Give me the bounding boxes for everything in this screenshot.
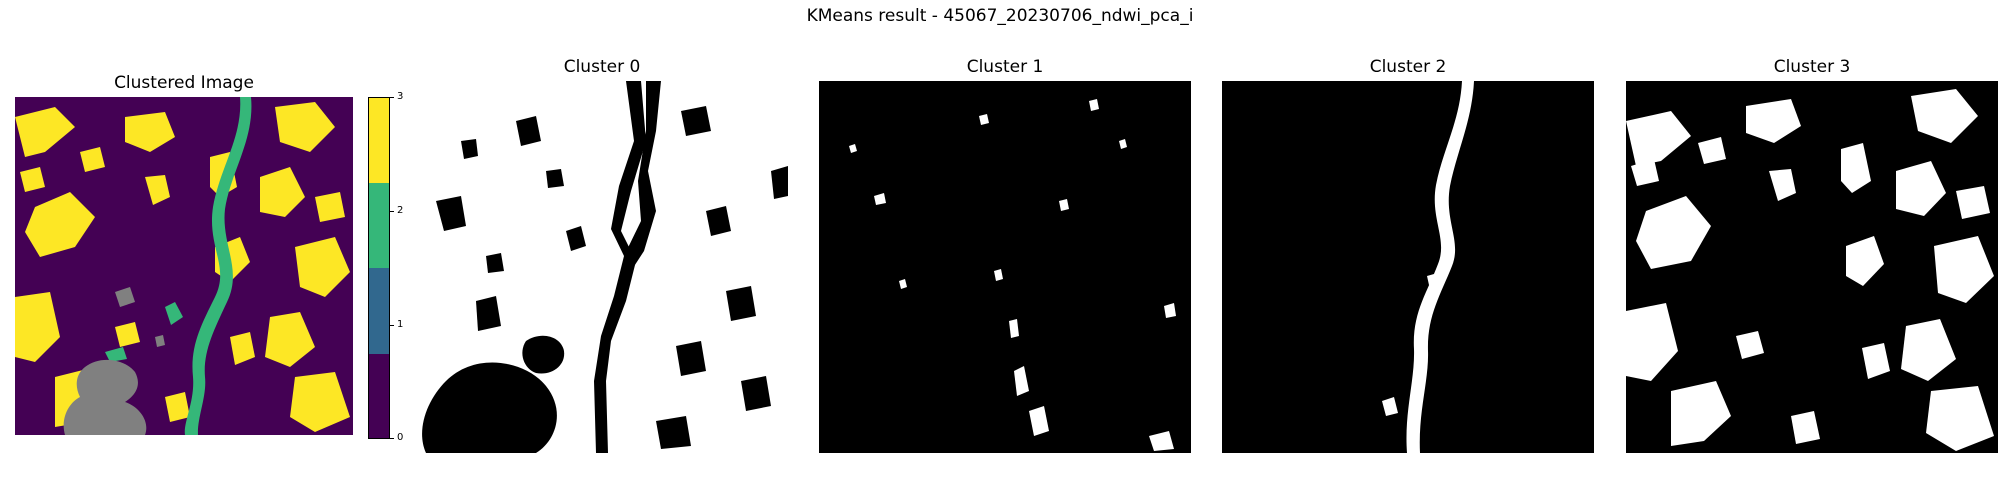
colorbar-segment-1 [368, 268, 390, 354]
colorbar-segment-0 [368, 353, 390, 439]
panel-title-cluster-1: Cluster 1 [966, 57, 1044, 77]
cluster-2-mask [1222, 81, 1594, 453]
panel-title-cluster-0: Cluster 0 [563, 57, 641, 77]
colorbar-tick-label-3: 3 [397, 91, 404, 102]
panel-title-cluster-2: Cluster 2 [1369, 57, 1447, 77]
panel-title-cluster-3: Cluster 3 [1773, 57, 1851, 77]
colorbar-tick-label-0: 0 [397, 432, 404, 443]
cluster-1-mask [819, 81, 1191, 453]
panel-title-clustered: Clustered Image [114, 73, 254, 93]
figure-title: KMeans result - 45067_20230706_ndwi_pca_… [806, 6, 1194, 26]
cluster-0-mask [416, 81, 788, 453]
colorbar-segment-2 [368, 182, 390, 268]
colorbar-tick-label-2: 2 [397, 205, 404, 216]
clustered-image [15, 97, 353, 435]
cluster-3-mask [1626, 81, 1998, 453]
colorbar: 3 2 1 0 [368, 91, 403, 443]
colorbar-segment-3 [368, 97, 390, 183]
colorbar-tick-label-1: 1 [397, 319, 404, 330]
